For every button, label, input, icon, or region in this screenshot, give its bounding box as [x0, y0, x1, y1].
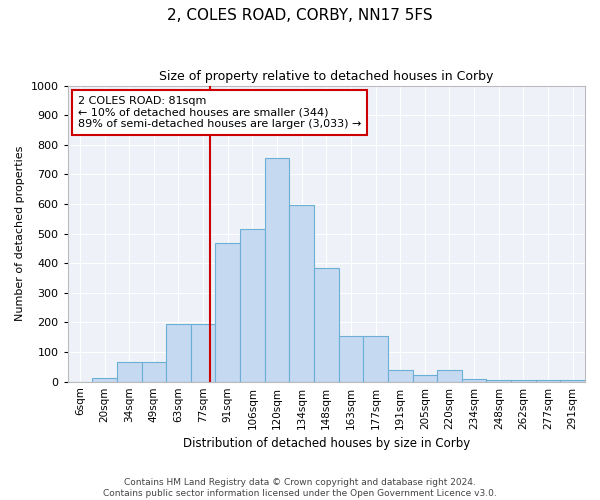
Bar: [215, 242, 240, 382]
Bar: [487, 380, 511, 382]
Bar: [363, 336, 388, 382]
Bar: [142, 362, 166, 382]
Text: 2, COLES ROAD, CORBY, NN17 5FS: 2, COLES ROAD, CORBY, NN17 5FS: [167, 8, 433, 22]
Bar: [437, 370, 462, 382]
Bar: [388, 370, 413, 382]
Title: Size of property relative to detached houses in Corby: Size of property relative to detached ho…: [159, 70, 493, 83]
Bar: [314, 268, 338, 382]
Text: Contains HM Land Registry data © Crown copyright and database right 2024.
Contai: Contains HM Land Registry data © Crown c…: [103, 478, 497, 498]
X-axis label: Distribution of detached houses by size in Corby: Distribution of detached houses by size …: [182, 437, 470, 450]
Bar: [240, 229, 265, 382]
Bar: [413, 375, 437, 382]
Bar: [289, 206, 314, 382]
Bar: [560, 380, 585, 382]
Bar: [191, 324, 215, 382]
Text: 2 COLES ROAD: 81sqm
← 10% of detached houses are smaller (344)
89% of semi-detac: 2 COLES ROAD: 81sqm ← 10% of detached ho…: [78, 96, 361, 129]
Bar: [92, 378, 117, 382]
Bar: [511, 380, 536, 382]
Bar: [166, 324, 191, 382]
Bar: [462, 378, 487, 382]
Bar: [117, 362, 142, 382]
Y-axis label: Number of detached properties: Number of detached properties: [15, 146, 25, 322]
Bar: [338, 336, 363, 382]
Bar: [536, 380, 560, 382]
Bar: [265, 158, 289, 382]
